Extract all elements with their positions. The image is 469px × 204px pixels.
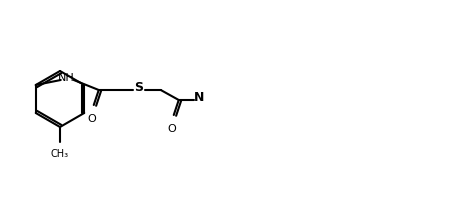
Text: S: S — [134, 81, 143, 94]
Text: N: N — [194, 91, 204, 104]
Text: O: O — [167, 123, 176, 133]
Text: O: O — [87, 113, 96, 123]
Text: CH₃: CH₃ — [51, 148, 69, 158]
Text: NH: NH — [57, 73, 74, 83]
